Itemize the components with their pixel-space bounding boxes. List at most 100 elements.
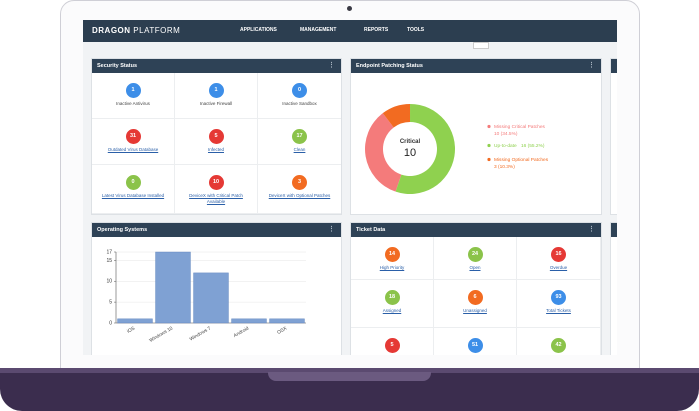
count-badge: 42 (551, 338, 566, 353)
ticket-panel: Ticket Data ⋮ 14 High Priority 24 Open 16 Over… (350, 222, 602, 355)
tile: 0 Latest Virus Database Installed (92, 165, 175, 214)
screen: DRAGON PLATFORM APPLICATIONS MANAGEMENT RE… (83, 20, 617, 355)
legend-label: Missing Critical Patches (494, 124, 546, 130)
tile-label[interactable]: Open (469, 265, 481, 270)
bar-chart: 0 5 10 15 17 iOS Windows 10 Windows 7 Android OSX (106, 250, 306, 344)
x-tick-label: OSX (276, 325, 288, 336)
tile: 1 Inactive Antivirus (92, 73, 175, 119)
tile: 42 (517, 328, 601, 355)
panel-header: Ticket Data ⋮ (351, 223, 601, 237)
tile-label[interactable]: Clean (293, 147, 306, 152)
tile-label[interactable]: DeviceX with Critical Patch Available (189, 193, 243, 204)
security-panel: Security Status ⋮ 1 Inactive Antivirus 1 Ina… (91, 58, 342, 215)
x-tick-label: Windows 10 (148, 325, 174, 343)
tile-label[interactable]: High Priority (379, 265, 405, 270)
x-tick-label: iOS (126, 326, 136, 335)
legend-label: Missing Optional Patches (494, 157, 549, 163)
base-notch (268, 372, 431, 381)
cut-panel (610, 222, 617, 355)
tile-label: Inactive Firewall (199, 101, 233, 106)
tile-label[interactable]: Latest Virus Database Installed (101, 193, 165, 198)
legend-value: 3 (10.3%) (494, 164, 515, 170)
donut-segment (382, 104, 411, 128)
panel-header (611, 59, 617, 73)
nav-item[interactable]: APPLICATIONS (240, 27, 277, 33)
panel-title: Endpoint Patching Status (356, 63, 423, 69)
panel-menu[interactable]: ⋮ (588, 62, 595, 69)
panel-header (611, 223, 617, 237)
tile: 3 DeviceX with Optional Patches (258, 165, 341, 214)
panel-title: Ticket Data (356, 227, 386, 233)
count-badge: 14 (384, 247, 400, 262)
tile-label: Inactive Sandbox (282, 101, 317, 106)
legend-dot (487, 157, 491, 162)
count-badge: 0 (292, 83, 307, 98)
tile: 18 Assigned (351, 280, 434, 328)
camera (347, 6, 352, 11)
x-tick-label: Windows 7 (189, 325, 213, 342)
tile-label[interactable]: Total Tickets (546, 308, 571, 313)
donut-segment (365, 113, 402, 192)
tile-label[interactable]: DeviceX with Optional Patches (268, 193, 331, 198)
count-badge: 16 (551, 247, 566, 262)
tile-label[interactable]: Infected (207, 147, 224, 152)
y-tick-label: 5 (109, 300, 112, 306)
count-badge: 17 (292, 129, 307, 144)
panel-header: Endpoint Patching Status ⋮ (351, 59, 601, 73)
cut-panel (610, 58, 617, 215)
count-badge: 31 (125, 129, 141, 144)
y-tick-label: 15 (106, 258, 112, 264)
donut-segment (395, 104, 455, 194)
count-badge: 3 (292, 175, 307, 190)
legend-value: 16 (55.2%) (521, 143, 545, 149)
y-tick-label: 0 (109, 321, 112, 327)
bar (269, 318, 305, 324)
tile-label[interactable]: Overdue (549, 265, 568, 270)
panel-title: Operating Systems (97, 227, 148, 233)
collapse-tab[interactable] (473, 42, 489, 49)
donut-center-value: 10 (404, 147, 416, 159)
legend-dot (487, 124, 491, 129)
count-badge: 10 (208, 175, 224, 190)
bar (155, 251, 191, 324)
legend-dot (487, 143, 491, 148)
brand: DRAGON PLATFORM (92, 26, 180, 35)
tile-label[interactable]: Unassigned (463, 308, 487, 313)
count-badge: 93 (551, 290, 566, 305)
tile-label[interactable]: Outdated Virus Database (107, 147, 159, 152)
count-badge: 0 (125, 175, 141, 190)
tile: 5 (351, 328, 434, 355)
donut-center-label: Critical (400, 139, 421, 145)
tile: 24 Open (434, 237, 517, 280)
tile: 14 High Priority (351, 237, 434, 280)
count-badge: 51 (467, 338, 483, 353)
count-badge: 6 (467, 290, 483, 305)
top-bar: DRAGON PLATFORM APPLICATIONS MANAGEMENT RE… (83, 20, 617, 42)
os-panel: Operating Systems ⋮ 0 5 10 15 17 iOS Windows 10… (91, 222, 342, 355)
legend-value: 10 (34.5%) (494, 131, 518, 137)
tile: 10 DeviceX with Critical Patch Available (175, 165, 258, 214)
nav-item[interactable]: TOOLS (407, 27, 425, 33)
count-badge: 18 (384, 290, 400, 305)
tile: 93 Total Tickets (517, 280, 601, 328)
legend-label: Up-to-date (494, 143, 517, 149)
panel-menu[interactable]: ⋮ (328, 62, 335, 69)
y-tick-label: 10 (106, 279, 112, 285)
x-tick-label: Android (233, 325, 251, 339)
panel-header: Operating Systems ⋮ (92, 223, 341, 237)
panel-menu[interactable]: ⋮ (328, 226, 335, 233)
count-badge: 24 (467, 247, 483, 262)
panel-menu[interactable]: ⋮ (588, 226, 595, 233)
tile: 6 Unassigned (434, 280, 517, 328)
tile: 0 Inactive Sandbox (258, 73, 341, 119)
tile: 16 Overdue (517, 237, 601, 280)
y-tick-label: 17 (106, 250, 112, 256)
tile: 1 Inactive Firewall (175, 73, 258, 119)
tile-label[interactable]: Assigned (382, 308, 402, 313)
count-badge: 1 (125, 83, 141, 98)
count-badge: 5 (208, 129, 224, 144)
nav-item[interactable]: MANAGEMENT (300, 27, 337, 33)
nav-item[interactable]: REPORTS (364, 27, 389, 33)
tile-label: Inactive Antivirus (116, 101, 150, 106)
